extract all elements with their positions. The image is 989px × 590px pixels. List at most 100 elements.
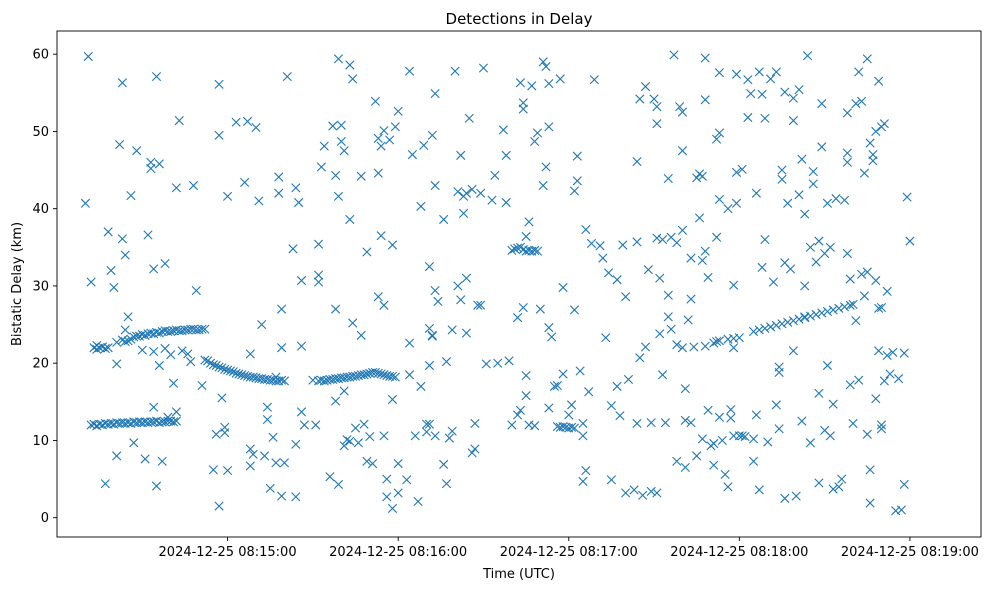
- data-point: [245, 444, 255, 454]
- data-point: [166, 350, 176, 360]
- data-point: [350, 423, 361, 433]
- data-point: [697, 171, 707, 181]
- data-point: [365, 431, 375, 442]
- data-point: [663, 290, 673, 300]
- data-point: [857, 269, 867, 279]
- data-point: [456, 295, 466, 305]
- data-point: [515, 405, 526, 415]
- data-point: [231, 117, 241, 127]
- data-point: [646, 486, 656, 497]
- data-point: [336, 136, 346, 147]
- data-point: [404, 338, 415, 348]
- data-point: [211, 360, 221, 371]
- data-point: [313, 277, 324, 287]
- data-point: [132, 146, 142, 156]
- data-point: [575, 366, 585, 376]
- data-point: [578, 431, 588, 441]
- data-point: [828, 305, 838, 315]
- data-point: [109, 282, 119, 293]
- data-point: [521, 370, 531, 381]
- data-point: [629, 485, 639, 495]
- data-point: [558, 421, 568, 432]
- data-point: [154, 328, 164, 338]
- data-point: [311, 420, 321, 430]
- data-point: [370, 367, 381, 378]
- data-point: [126, 190, 136, 201]
- data-point: [132, 331, 142, 341]
- data-point: [854, 375, 864, 385]
- data-point: [296, 407, 307, 417]
- data-point: [416, 201, 426, 211]
- data-point: [666, 324, 676, 334]
- data-points: [80, 50, 915, 516]
- data-point: [532, 246, 543, 256]
- data-point: [788, 346, 798, 356]
- data-point: [618, 240, 628, 250]
- data-point: [319, 376, 329, 386]
- data-point: [245, 349, 255, 359]
- data-point: [788, 93, 798, 103]
- y-tick-label: 60: [32, 48, 49, 63]
- y-tick-label: 40: [32, 202, 49, 217]
- data-point: [268, 432, 278, 442]
- data-point: [464, 113, 474, 123]
- data-point: [245, 461, 255, 471]
- data-point: [783, 317, 793, 327]
- data-point: [524, 217, 534, 227]
- data-point: [521, 231, 531, 242]
- data-point: [86, 277, 96, 287]
- data-point: [157, 456, 167, 466]
- data-point: [313, 270, 324, 280]
- data-point: [899, 479, 909, 490]
- data-point: [589, 75, 599, 85]
- data-point: [788, 116, 798, 126]
- data-point: [453, 281, 463, 291]
- data-point: [623, 374, 634, 384]
- data-point: [262, 402, 272, 412]
- data-point: [501, 197, 511, 208]
- data-point: [214, 501, 224, 511]
- data-point: [140, 330, 150, 340]
- data-point: [544, 323, 554, 333]
- data-point: [800, 312, 810, 322]
- data-point: [859, 168, 870, 178]
- data-point: [171, 407, 181, 417]
- data-point: [430, 285, 440, 296]
- data-point: [621, 292, 631, 302]
- data-point: [507, 245, 517, 255]
- data-point: [757, 89, 767, 99]
- data-point: [874, 303, 884, 313]
- data-point: [544, 122, 554, 132]
- data-point: [569, 423, 580, 433]
- data-point: [274, 188, 284, 198]
- data-point: [635, 353, 645, 363]
- data-point: [734, 333, 744, 343]
- data-point: [709, 460, 719, 470]
- data-point: [478, 63, 489, 73]
- data-point: [222, 365, 233, 375]
- data-point: [393, 459, 403, 469]
- data-point: [660, 418, 671, 428]
- data-point: [868, 150, 878, 160]
- data-point: [845, 274, 855, 284]
- data-point: [555, 74, 565, 84]
- data-point: [197, 380, 207, 391]
- data-point: [814, 388, 824, 398]
- data-point: [794, 314, 804, 324]
- data-point: [393, 488, 403, 498]
- data-point: [149, 347, 159, 357]
- data-point: [774, 424, 784, 434]
- data-point: [694, 213, 705, 223]
- data-point: [746, 88, 756, 99]
- data-point: [458, 208, 469, 218]
- data-point: [242, 116, 253, 126]
- data-point: [336, 120, 346, 130]
- data-point: [367, 459, 378, 469]
- data-point: [515, 78, 526, 88]
- data-point: [839, 195, 850, 205]
- data-point: [140, 454, 150, 464]
- data-point: [672, 238, 682, 248]
- data-point: [476, 188, 486, 198]
- data-point: [788, 316, 798, 326]
